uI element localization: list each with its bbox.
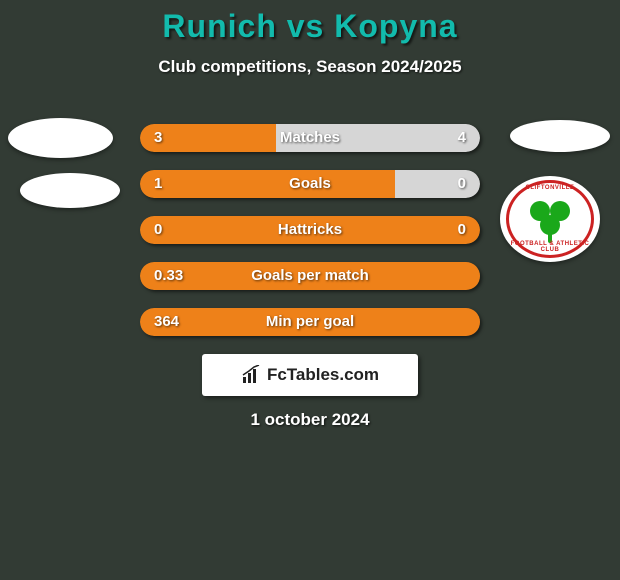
title-vs: vs [277,8,334,44]
player1-badge-2 [20,173,120,208]
brand-chart-icon [241,365,261,385]
stat-row: 34Matches [140,124,480,152]
stat-label: Matches [140,124,480,152]
stat-label: Goals [140,170,480,198]
player2-badge-1 [510,120,610,152]
brand-text: FcTables.com [267,365,379,385]
stat-row: 0.33Goals per match [140,262,480,290]
stat-row: 10Goals [140,170,480,198]
stat-label: Min per goal [140,308,480,336]
page-title: Runich vs Kopyna [0,0,620,45]
brand-box[interactable]: FcTables.com [202,354,418,396]
root-container: Runich vs Kopyna Club competitions, Seas… [0,0,620,580]
stats-panel: 34Matches 10Goals 00Hattricks 0.33Goals per… [140,124,480,354]
shamrock-icon [528,197,572,241]
stat-label: Hattricks [140,216,480,244]
title-right: Kopyna [334,8,457,44]
player2-club-crest: CLIFTONVILLE FOOTBALL & ATHLETIC CLUB [500,176,600,262]
stat-row: 00Hattricks [140,216,480,244]
stat-label: Goals per match [140,262,480,290]
crest-ring: CLIFTONVILLE FOOTBALL & ATHLETIC CLUB [506,180,594,258]
player1-badge-1 [8,118,113,158]
title-left: Runich [162,8,276,44]
crest-text-bottom: FOOTBALL & ATHLETIC CLUB [509,241,591,253]
crest-text-top: CLIFTONVILLE [509,185,591,191]
subtitle: Club competitions, Season 2024/2025 [0,57,620,77]
stat-row: 364Min per goal [140,308,480,336]
footer-date: 1 october 2024 [0,410,620,430]
